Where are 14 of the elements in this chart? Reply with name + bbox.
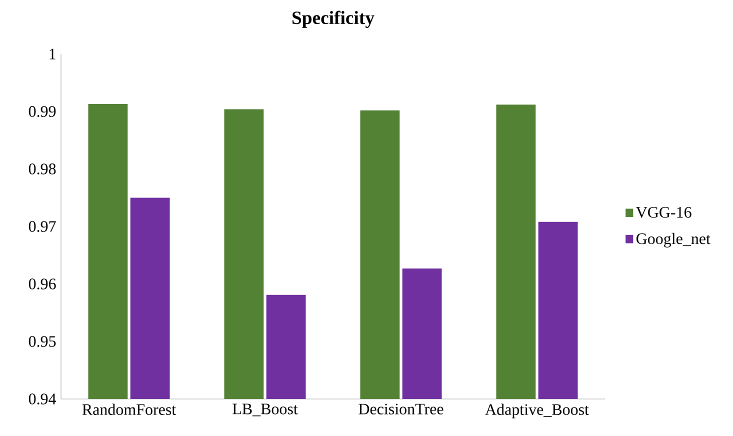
x-tick-label: RandomForest — [82, 404, 176, 415]
y-tick-label: 0.95 — [28, 336, 56, 347]
x-tick-label: DecisionTree — [358, 404, 444, 414]
x-tick-label: Adaptive_Boost — [485, 404, 589, 418]
legend-label: VGG-16 — [636, 206, 692, 218]
legend-label: Google_net — [636, 232, 710, 248]
y-tick-label: 0.99 — [28, 106, 56, 117]
y-tick-label: 0.96 — [28, 278, 56, 290]
y-tick-label: 1 — [50, 48, 56, 60]
x-tick-label: LB_Boost — [232, 404, 298, 416]
y-tick-label: 0.97 — [28, 221, 56, 232]
y-tick-label: 0.98 — [28, 164, 56, 174]
chart-title: Specificity — [292, 10, 374, 28]
y-tick-label: 0.94 — [28, 394, 56, 404]
